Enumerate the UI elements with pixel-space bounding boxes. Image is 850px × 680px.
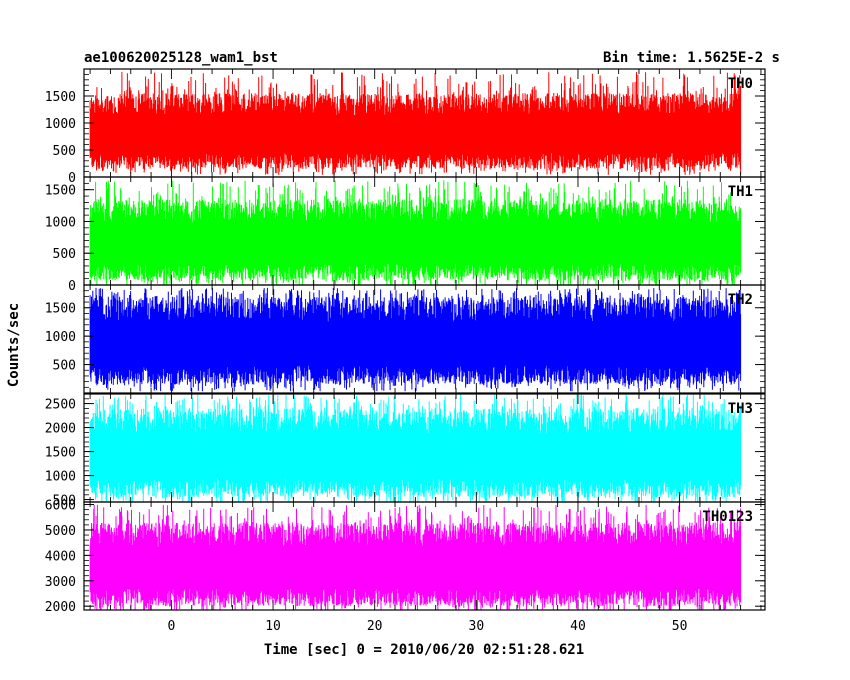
bin-time-label: Bin time: 1.5625E-2 s (603, 50, 780, 66)
panel-th0123: 2000 3000 4000 5000 6000 TH0123 (45, 499, 766, 615)
y-tick-label: 1500 (45, 184, 76, 199)
x-tick-label: 10 (265, 619, 281, 634)
panel-th3: 500 1000 1500 2000 2500 TH3 (45, 393, 766, 509)
y-tick-label: 2000 (45, 422, 76, 437)
y-tick-label: 500 (53, 247, 76, 262)
x-tick-label: 0 (167, 619, 175, 634)
series-band-th0 (90, 114, 741, 153)
panel-th2: 500 1000 1500 TH2 (45, 284, 766, 394)
y-tick-label: 1000 (45, 470, 76, 485)
series-label-th1: TH1 (728, 184, 753, 200)
y-tick-label: 500 (53, 494, 76, 509)
y-tick-label: 6000 (45, 499, 76, 514)
y-tick-label: 500 (53, 359, 76, 374)
y-tick-label: 3000 (45, 575, 76, 590)
y-tick-label: 4000 (45, 549, 76, 564)
x-tick-label: 30 (469, 619, 485, 634)
y-tick-label: 2000 (45, 600, 76, 615)
panel-frame (83, 501, 766, 611)
y-tick-label: 2500 (45, 398, 76, 413)
y-tick-label: 1000 (45, 215, 76, 230)
y-tick-label: 1500 (45, 302, 76, 317)
y-tick-label: 1000 (45, 117, 76, 132)
series-label-th0123: TH0123 (702, 509, 753, 525)
y-tick-label: 5000 (45, 524, 76, 539)
x-tick-label: 20 (367, 619, 383, 634)
series-band-th1 (90, 223, 741, 264)
y-tick-label: 1500 (45, 90, 76, 105)
series-label-th2: TH2 (728, 292, 753, 308)
y-axis-label: Counts/sec (6, 303, 22, 387)
y-tick-label: 1500 (45, 446, 76, 461)
panel-frame (83, 284, 766, 394)
y-tick-label: 500 (53, 144, 76, 159)
series-label-th3: TH3 (728, 401, 753, 417)
panel-th1: 0 500 1000 1500 TH1 (45, 176, 766, 294)
series-band-th2 (90, 321, 741, 366)
y-tick-label: 1000 (45, 330, 76, 345)
panel-th0: 0 500 1000 1500 TH0 (45, 68, 766, 186)
y-tick-label: 0 (68, 279, 76, 294)
x-axis-label: Time [sec] 0 = 2010/06/20 02:51:28.621 (264, 642, 584, 658)
y-tick-label: 0 (68, 171, 76, 186)
chart-title: ae100620025128_wam1_bst (84, 50, 278, 66)
series-band-th3 (90, 433, 741, 478)
series-label-th0: TH0 (728, 76, 753, 92)
series-band-th0123 (90, 547, 741, 590)
x-tick-label: 40 (570, 619, 586, 634)
x-tick-label: 50 (672, 619, 688, 634)
